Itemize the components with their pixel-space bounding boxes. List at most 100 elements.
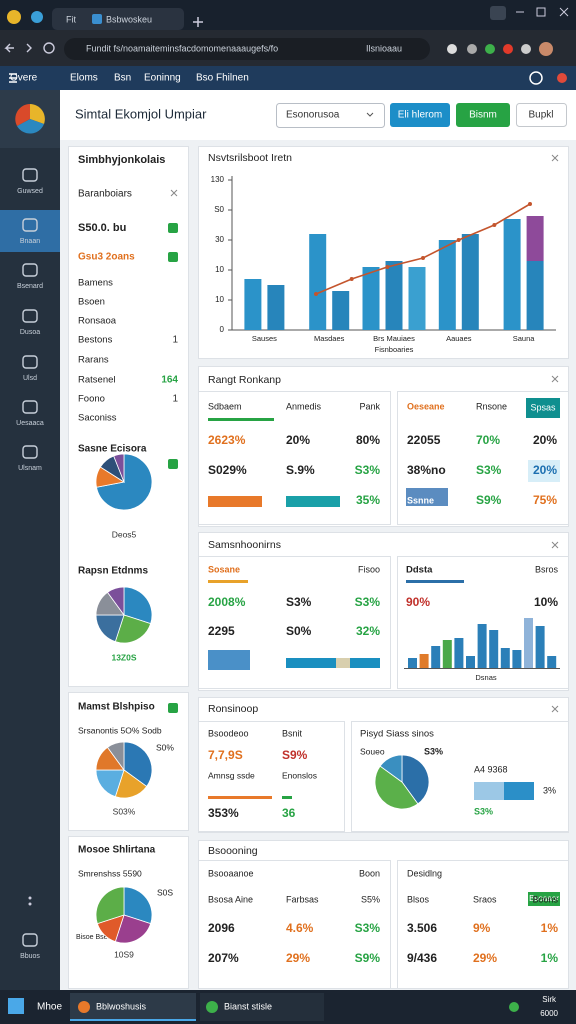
label: 20% [533, 433, 557, 447]
label: S03% [113, 806, 136, 816]
nav-arrows[interactable] [4, 43, 32, 53]
button-primary[interactable] [390, 103, 450, 127]
pie-slice [114, 914, 152, 944]
more-dot [28, 902, 32, 906]
label: S3% [286, 595, 312, 609]
label: Fisnboaries [375, 345, 414, 354]
page-title: Simtal Ekomjol Umpiar [75, 106, 207, 121]
bar [267, 285, 285, 330]
window-menu[interactable] [490, 6, 506, 20]
x-tick-label: Brs Mauiaes [373, 334, 415, 343]
start-icon[interactable] [8, 998, 24, 1014]
sidebar-item: Guwsed [17, 188, 43, 195]
sidebar-item: Dusoa [20, 329, 40, 336]
ext-icon[interactable] [467, 44, 477, 54]
decor-bars [208, 398, 560, 906]
nav-item: Eloms [70, 73, 98, 84]
logo [17, 119, 44, 134]
ext-icon[interactable] [485, 44, 495, 54]
label: 10S9 [114, 949, 134, 959]
app-nav [0, 66, 576, 90]
notify-icon[interactable] [557, 73, 567, 83]
tab[interactable] [52, 8, 184, 30]
close-icons[interactable] [170, 154, 559, 713]
label: Bsros [535, 564, 559, 574]
label: Sirk [542, 995, 557, 1004]
sidebar-item: Ulsnam [18, 465, 42, 472]
label: 29% [473, 951, 497, 965]
menu-icon[interactable] [9, 73, 17, 83]
pie-slice [113, 453, 125, 483]
y-tick-label: S0 [214, 205, 224, 214]
avatar[interactable] [539, 42, 553, 56]
label: Anmedis [286, 401, 322, 411]
maximize[interactable] [536, 7, 546, 17]
close[interactable] [559, 7, 569, 17]
x-tick-label: Sauna [513, 334, 536, 343]
ext-icon[interactable] [447, 44, 457, 54]
label: Ilsnioaau [366, 43, 402, 53]
y-tick-label: 130 [211, 175, 225, 184]
label: Mhoe [37, 1002, 62, 1013]
url-field[interactable] [64, 38, 430, 60]
bar [461, 234, 479, 330]
new-tab[interactable] [193, 17, 203, 27]
logo [15, 104, 30, 126]
reload[interactable] [43, 42, 55, 54]
label: S3% [355, 463, 381, 477]
trend-point [314, 292, 318, 296]
task-indicator [70, 1019, 196, 1021]
sidebar-item: Bnaan [20, 238, 40, 245]
bar [524, 618, 533, 668]
cards [68, 146, 569, 989]
label: Bianst stisle [224, 1001, 272, 1011]
label: Bsoodeoo [208, 728, 249, 738]
ext-icon[interactable] [503, 44, 513, 54]
label: 35% [356, 493, 380, 507]
button-success[interactable] [456, 103, 510, 127]
sidebar-icon [22, 309, 38, 323]
label: 1% [541, 921, 559, 935]
label: S0S [157, 887, 173, 897]
underline [208, 418, 274, 421]
select-caret [366, 112, 374, 117]
label: Simbhyjonkolais [78, 154, 165, 166]
label: Dsnas [475, 673, 497, 682]
task-item[interactable] [70, 993, 196, 1021]
label: 22055 [407, 433, 441, 447]
label: 6000 [540, 1009, 558, 1018]
close-x[interactable] [170, 154, 559, 713]
bar [208, 650, 250, 670]
bar [477, 624, 487, 668]
label: S3% [476, 463, 502, 477]
label: Fundit fs/noamaiteminsfacdomomenaaaugefs… [86, 43, 278, 53]
select[interactable] [276, 103, 385, 128]
button-label: Bupkl [528, 110, 553, 121]
x-tick-label: Aauaes [446, 334, 472, 343]
bar [547, 656, 557, 668]
bar [442, 640, 452, 668]
label: Ratsenel [78, 375, 116, 386]
label: 20% [533, 463, 557, 477]
label: Rnsone [476, 401, 507, 411]
ext-icon[interactable] [521, 44, 531, 54]
button-default[interactable] [516, 103, 567, 127]
bar [406, 488, 448, 506]
badge [526, 398, 560, 418]
label: 70% [476, 433, 500, 447]
trend-point [492, 223, 497, 227]
task-item[interactable] [200, 993, 324, 1021]
task-icon [206, 1001, 218, 1013]
label: S5% [361, 894, 380, 904]
bar [408, 267, 426, 330]
settings-icon[interactable] [529, 71, 543, 85]
nav-item: Bso Fhilnen [196, 73, 249, 84]
label: Pisyd Siass sinos [360, 729, 434, 740]
bar [385, 261, 403, 330]
label: Baranboiars [78, 189, 132, 200]
label: Bsbwoskeu [106, 14, 152, 24]
label: Sraos [473, 894, 497, 904]
label: Bisoe Bsesed [76, 934, 119, 941]
bar [535, 626, 545, 668]
label: Rangt Ronkanp [208, 374, 281, 386]
